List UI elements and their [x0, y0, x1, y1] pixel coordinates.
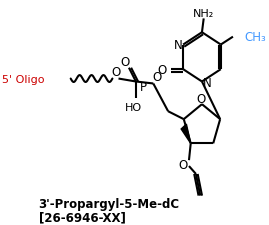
Text: CH₃: CH₃ [244, 31, 266, 44]
Text: O: O [152, 71, 161, 84]
Text: O: O [178, 158, 187, 171]
Text: 3'-Propargyl-5-Me-dC: 3'-Propargyl-5-Me-dC [38, 197, 180, 210]
Text: HO: HO [125, 103, 142, 113]
Text: N: N [174, 39, 182, 52]
Text: [26-6946-XX]: [26-6946-XX] [38, 210, 125, 223]
Text: O: O [157, 63, 167, 76]
Text: NH₂: NH₂ [193, 9, 214, 18]
Polygon shape [181, 124, 191, 144]
Text: N: N [203, 77, 212, 90]
Text: O: O [120, 56, 129, 69]
Text: 5' Oligo: 5' Oligo [2, 74, 45, 84]
Text: O: O [196, 92, 206, 105]
Text: O: O [111, 66, 121, 79]
Text: P: P [140, 81, 147, 94]
